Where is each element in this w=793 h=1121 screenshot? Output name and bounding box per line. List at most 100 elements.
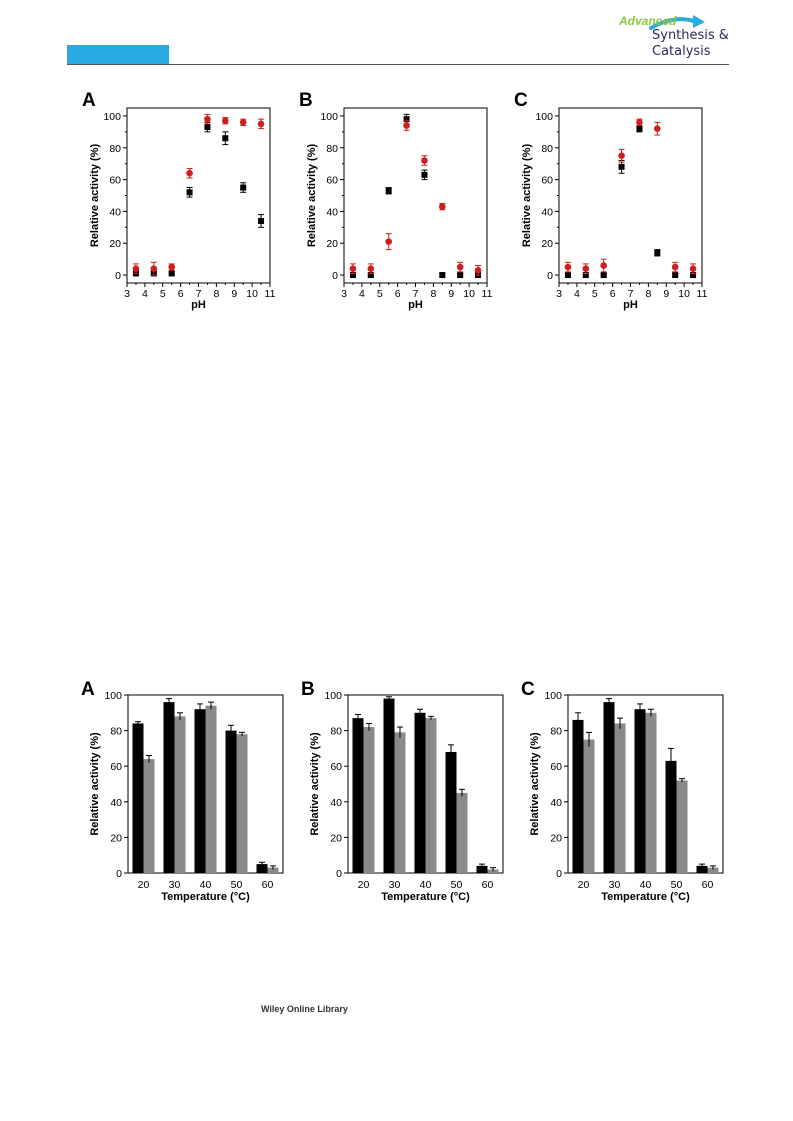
data-point-circle [456, 263, 464, 271]
y-axis-label: Relative activity (%) [529, 732, 541, 836]
x-tick-label: 11 [482, 288, 493, 300]
x-tick-label: 60 [262, 879, 274, 891]
y-tick-label: 100 [544, 690, 562, 702]
panel-letter: A [82, 90, 96, 111]
data-point-square [222, 135, 229, 142]
x-axis-label: Temperature (°C) [381, 891, 470, 903]
chart-svg: C 0 20 40 60 80 100 3 4 5 6 7 8 9 10 11 pH Relative activ… [514, 90, 708, 311]
data-point-circle [168, 263, 175, 271]
data-point-square [367, 272, 374, 279]
data-point-circle [618, 152, 625, 160]
y-tick-label: 60 [541, 175, 553, 187]
y-tick-label: 0 [336, 868, 342, 880]
y-tick-label: 20 [110, 832, 122, 844]
x-axis-label: pH [623, 299, 638, 311]
data-point-circle [582, 265, 590, 272]
x-tick-label: 50 [231, 879, 243, 891]
y-axis-label: Relative activity (%) [306, 144, 318, 248]
y-tick-label: 80 [110, 726, 122, 738]
bar [174, 716, 186, 873]
data-point-circle [150, 265, 158, 272]
x-tick-label: 60 [702, 879, 714, 891]
y-tick-label: 60 [326, 175, 338, 187]
x-tick-label: 20 [138, 879, 150, 891]
y-tick-label: 60 [330, 761, 342, 773]
x-tick-label: 5 [160, 288, 166, 300]
temperature-chart-b: B 0 20 40 60 80 100 20 30 40 50 60 Temperature (°C) R… [298, 677, 513, 909]
x-tick-label: 8 [430, 288, 436, 300]
x-axis-label: pH [191, 299, 206, 311]
bar [267, 867, 279, 873]
y-tick-label: 0 [332, 270, 338, 282]
data-point-circle [186, 169, 193, 177]
data-point-circle [564, 263, 572, 271]
data-point-square [636, 125, 643, 132]
x-axis-label: Temperature (°C) [601, 891, 690, 903]
x-tick-label: 3 [124, 288, 130, 300]
y-tick-label: 40 [541, 206, 553, 218]
x-tick-label: 30 [169, 879, 181, 891]
x-tick-label: 4 [359, 288, 365, 300]
temperature-chart-a: A 0 20 40 60 80 100 20 30 40 50 60 Temperature (°C) R… [78, 677, 293, 909]
y-tick-label: 40 [110, 797, 122, 809]
y-tick-label: 80 [550, 726, 562, 738]
data-point-square [690, 272, 697, 279]
x-tick-label: 30 [609, 879, 621, 891]
journal-logo: Advanced Synthesis & Catalysis [615, 10, 740, 62]
data-point-circle [349, 265, 357, 272]
bar [194, 709, 206, 873]
y-tick-label: 0 [556, 868, 562, 880]
data-point-circle [204, 115, 211, 123]
x-tick-label: 4 [574, 288, 580, 300]
y-tick-label: 40 [330, 797, 342, 809]
x-tick-label: 6 [178, 288, 184, 300]
bar [645, 712, 657, 873]
x-tick-label: 40 [420, 879, 432, 891]
data-point-square [564, 272, 571, 279]
bar [583, 739, 595, 873]
data-point-circle [239, 119, 247, 126]
x-tick-label: 7 [196, 288, 202, 300]
x-tick-label: 20 [358, 879, 370, 891]
bar [603, 702, 615, 873]
x-tick-label: 9 [448, 288, 454, 300]
data-point-square [672, 272, 679, 279]
data-point-square [186, 189, 193, 196]
footer-publisher: Wiley Online Library [261, 1004, 348, 1014]
x-tick-label: 5 [592, 288, 598, 300]
data-point-square [439, 272, 446, 279]
x-tick-label: 4 [142, 288, 148, 300]
x-tick-label: 8 [645, 288, 651, 300]
bar [394, 732, 406, 873]
bar [707, 867, 719, 873]
chart-svg: B 0 20 40 60 80 100 3 4 5 6 7 8 9 10 11 pH Relative activ… [299, 90, 493, 311]
data-point-square [204, 124, 211, 131]
journal-header-bar [67, 45, 169, 64]
panel-letter: B [301, 679, 315, 700]
y-tick-label: 80 [109, 143, 121, 155]
x-tick-label: 6 [610, 288, 616, 300]
y-tick-label: 100 [324, 690, 342, 702]
data-point-circle [654, 125, 661, 132]
data-point-circle [689, 265, 697, 272]
logo-advanced-text: Advanced [619, 14, 677, 28]
bar [414, 712, 426, 873]
x-tick-label: 11 [265, 288, 276, 300]
data-point-square [600, 272, 607, 279]
x-tick-label: 20 [578, 879, 590, 891]
bar [205, 705, 217, 873]
bar [476, 865, 488, 873]
chart-svg: B 0 20 40 60 80 100 20 30 40 50 60 Temperature (°C) R… [301, 679, 504, 903]
y-tick-label: 80 [330, 726, 342, 738]
x-tick-label: 9 [231, 288, 237, 300]
data-point-square [258, 217, 265, 224]
x-tick-label: 50 [671, 879, 683, 891]
x-tick-label: 60 [482, 879, 494, 891]
bar [676, 780, 688, 873]
chart-svg: A 0 20 40 60 80 100 20 30 40 50 60 Temperature (°C) R… [81, 679, 284, 903]
x-tick-label: 10 [463, 288, 475, 300]
y-tick-label: 0 [547, 270, 553, 282]
y-axis-label: Relative activity (%) [309, 732, 321, 836]
y-tick-label: 20 [541, 238, 553, 250]
x-tick-label: 30 [389, 879, 401, 891]
